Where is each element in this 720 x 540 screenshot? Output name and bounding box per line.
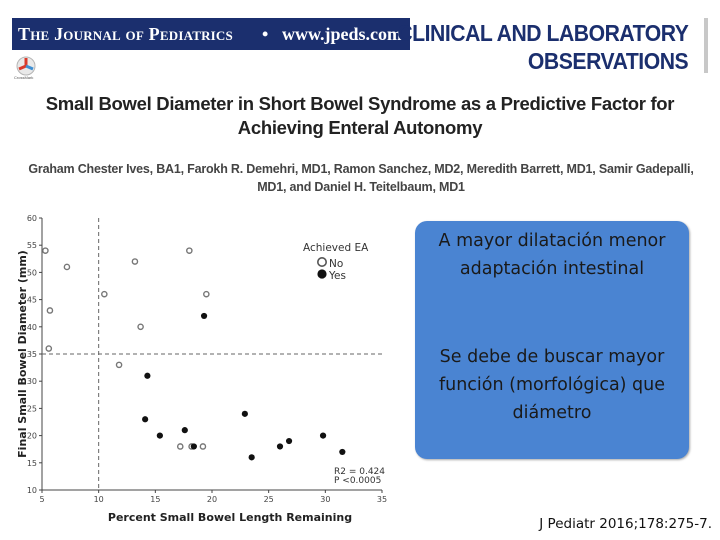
callout-paragraph-1: A mayor dilatación menor adaptación inte… (438, 231, 666, 279)
article-title: Small Bowel Diameter in Short Bowel Synd… (45, 93, 675, 138)
journal-name: The Journal of Pediatrics (18, 24, 233, 44)
y-tick-label: 25 (27, 404, 37, 413)
p-value-annotation: P <0.0005 (334, 476, 381, 486)
y-tick-label: 50 (27, 268, 37, 277)
article-authors: Graham Chester Ives, BA1, Farokh R. Deme… (28, 162, 694, 194)
crossmark-icon (16, 56, 36, 76)
data-point-yes (276, 443, 284, 450)
y-tick-label: 10 (27, 486, 37, 495)
data-point-yes (319, 432, 327, 439)
crossmark-label: CrossMark (14, 75, 34, 80)
data-point-yes (200, 312, 208, 320)
header-separator: • (262, 24, 269, 44)
data-point-yes (156, 432, 163, 439)
data-point-no (199, 443, 207, 450)
header-edge-bar (704, 18, 708, 73)
y-tick-label: 35 (27, 350, 37, 359)
y-tick-label: 45 (27, 296, 37, 305)
data-point-no (186, 247, 193, 254)
data-point-yes (142, 416, 149, 423)
section-label-line1: CLINICAL AND LABORATORY (396, 20, 689, 46)
data-point-no (115, 361, 123, 369)
data-point-yes (285, 437, 293, 445)
legend-yes-label: Yes (328, 270, 346, 282)
data-point-no (46, 307, 54, 314)
data-point-no (203, 290, 210, 298)
data-point-no (131, 258, 139, 265)
legend-yes-marker (317, 269, 327, 279)
y-tick-label: 60 (27, 214, 37, 223)
data-point-no (63, 263, 71, 271)
y-tick-label: 40 (27, 323, 37, 332)
x-axis-label: Percent Small Bowel Length Remaining (108, 511, 352, 524)
legend-no-label: No (329, 258, 343, 270)
data-point-yes (248, 454, 255, 461)
y-tick-label: 30 (27, 377, 37, 386)
data-point-yes (339, 448, 346, 456)
citation: J Pediatr 2016;178:275-7. (539, 516, 712, 532)
y-tick-label: 20 (27, 432, 37, 441)
x-tick-label: 25 (264, 495, 274, 504)
section-label-line2: OBSERVATIONS (527, 48, 689, 74)
data-point-yes (181, 427, 188, 434)
data-point-no (176, 443, 184, 450)
legend-no-marker (316, 256, 327, 267)
x-tick-label: 20 (207, 495, 217, 504)
callout-box: A mayor dilatación menor adaptación inte… (415, 221, 689, 459)
data-point-yes (241, 410, 248, 417)
callout-paragraph-2: Se debe de buscar mayor función (morfoló… (438, 347, 666, 423)
x-tick-label: 10 (94, 495, 104, 504)
x-tick-label: 15 (150, 495, 160, 504)
y-tick-label: 15 (27, 459, 37, 468)
journal-header-bar (12, 18, 410, 50)
y-axis-label: Final Small Bowel Diameter (mm) (16, 250, 29, 458)
x-tick-label: 30 (320, 495, 330, 504)
journal-url: www.jpeds.com (282, 24, 402, 44)
y-tick-label: 55 (27, 241, 37, 250)
r-squared-annotation: R2 = 0.424 (334, 467, 385, 477)
data-point-yes (190, 443, 197, 450)
data-point-no (101, 290, 108, 298)
data-point-yes (144, 372, 151, 379)
legend-title: Achieved EA (303, 242, 369, 254)
data-point-no (42, 247, 49, 254)
x-tick-label: 5 (39, 495, 44, 504)
x-tick-label: 35 (377, 495, 387, 504)
data-point-no (137, 323, 144, 331)
data-point-no (45, 345, 53, 352)
